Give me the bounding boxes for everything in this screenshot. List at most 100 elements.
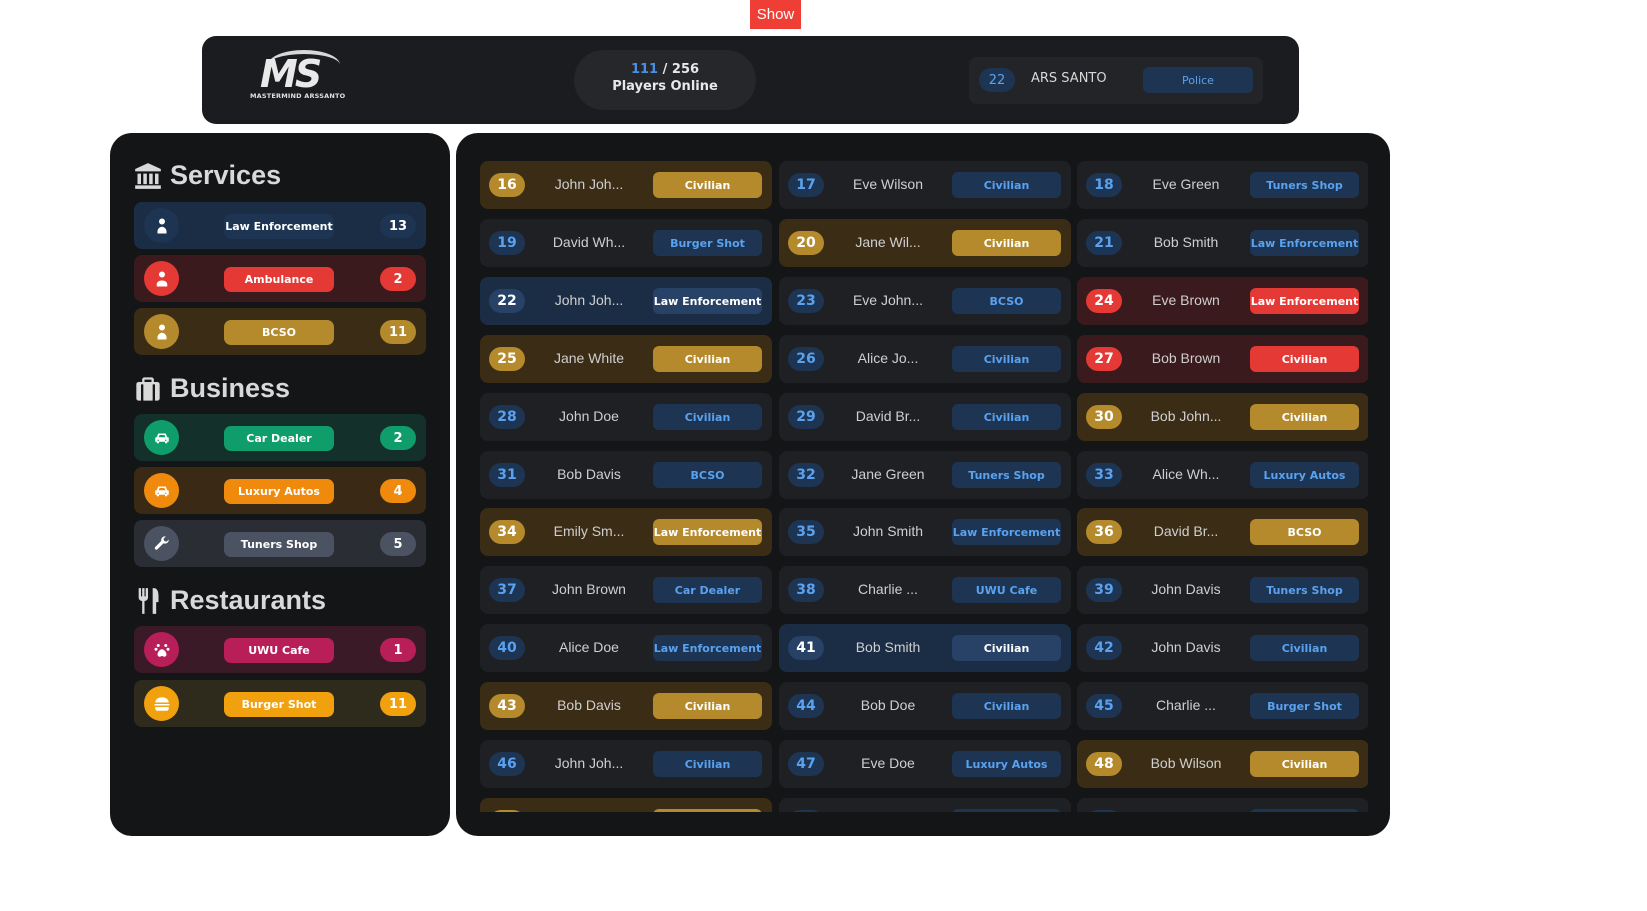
player-card[interactable]: 35 John Smith Law Enforcement bbox=[779, 508, 1071, 556]
player-card[interactable]: 20 Jane Wil... Civilian bbox=[779, 219, 1071, 267]
player-card[interactable]: 38 Charlie ... UWU Cafe bbox=[779, 566, 1071, 614]
player-card[interactable]: 17 Eve Wilson Civilian bbox=[779, 161, 1071, 209]
player-card[interactable]: 19 David Wh... Burger Shot bbox=[480, 219, 772, 267]
player-card[interactable]: 45 Charlie ... Burger Shot bbox=[1077, 682, 1368, 730]
job-count: 11 bbox=[380, 692, 416, 716]
player-job-badge bbox=[1250, 809, 1359, 812]
player-job-badge: Tuners Shop bbox=[1250, 577, 1359, 603]
player-job-badge: Tuners Shop bbox=[952, 462, 1061, 488]
section-services: Services bbox=[134, 160, 281, 191]
player-card[interactable]: 30 Bob John... Civilian bbox=[1077, 393, 1368, 441]
player-name: Jane Wil... bbox=[855, 234, 921, 250]
show-button[interactable]: Show bbox=[750, 0, 801, 29]
player-name: David Br... bbox=[855, 408, 921, 424]
player-card[interactable]: 29 David Br... Civilian bbox=[779, 393, 1071, 441]
player-card[interactable]: 44 Bob Doe Civilian bbox=[779, 682, 1071, 730]
job-row-law-enforcement[interactable]: Law Enforcement 13 bbox=[134, 202, 426, 249]
player-card[interactable]: 40 Alice Doe Law Enforcement bbox=[480, 624, 772, 672]
player-card[interactable]: 31 Bob Davis BCSO bbox=[480, 451, 772, 499]
job-row-car-dealer[interactable]: Car Dealer 2 bbox=[134, 414, 426, 461]
job-row-luxury-autos[interactable]: Luxury Autos 4 bbox=[134, 467, 426, 514]
player-card[interactable]: 36 David Br... BCSO bbox=[1077, 508, 1368, 556]
online-count: 111 bbox=[630, 62, 659, 77]
section-title: Services bbox=[170, 160, 282, 190]
player-job-badge: BCSO bbox=[653, 462, 762, 488]
player-job-badge: Civilian bbox=[952, 172, 1061, 198]
player-card[interactable]: 24 Eve Brown Law Enforcement bbox=[1077, 277, 1368, 325]
player-name: Bob Wilson bbox=[1150, 755, 1222, 771]
player-name: Eve Wilson bbox=[852, 176, 924, 192]
job-count: 13 bbox=[380, 214, 416, 238]
medic-icon bbox=[144, 261, 179, 296]
player-id: 44 bbox=[788, 694, 824, 718]
player-id bbox=[788, 810, 824, 812]
player-card[interactable]: 32 Jane Green Tuners Shop bbox=[779, 451, 1071, 499]
player-card[interactable]: 47 Eve Doe Luxury Autos bbox=[779, 740, 1071, 788]
player-card[interactable]: 25 Jane White Civilian bbox=[480, 335, 772, 383]
player-card[interactable]: 33 Alice Wh... Luxury Autos bbox=[1077, 451, 1368, 499]
job-count: 2 bbox=[380, 426, 416, 450]
player-name: David Wh... bbox=[552, 234, 626, 250]
player-job-badge: Burger Shot bbox=[653, 230, 762, 256]
player-name: Jane Green bbox=[851, 466, 925, 482]
player-job-badge: Civilian bbox=[653, 751, 762, 777]
player-id: 26 bbox=[788, 347, 824, 371]
player-id: 31 bbox=[489, 463, 525, 487]
player-card[interactable]: 48 Bob Wilson Civilian bbox=[1077, 740, 1368, 788]
player-id: 33 bbox=[1086, 463, 1122, 487]
job-row-bcso[interactable]: BCSO 11 bbox=[134, 308, 426, 355]
player-card[interactable]: 42 John Davis Civilian bbox=[1077, 624, 1368, 672]
player-card[interactable]: 18 Eve Green Tuners Shop bbox=[1077, 161, 1368, 209]
job-label: Luxury Autos bbox=[224, 479, 334, 504]
player-name: Alice Wh... bbox=[1152, 466, 1220, 482]
job-count: 4 bbox=[380, 479, 416, 503]
player-id: 17 bbox=[788, 173, 824, 197]
player-card[interactable]: 22 John Joh... Law Enforcement bbox=[480, 277, 772, 325]
player-card[interactable] bbox=[480, 798, 772, 812]
player-id: 46 bbox=[489, 752, 525, 776]
player-card[interactable]: 43 Bob Davis Civilian bbox=[480, 682, 772, 730]
player-job-badge: UWU Cafe bbox=[952, 577, 1061, 603]
player-id: 34 bbox=[489, 520, 525, 544]
section-business: Business bbox=[134, 373, 290, 404]
player-card[interactable]: 23 Eve John... BCSO bbox=[779, 277, 1071, 325]
player-job-badge: Civilian bbox=[1250, 404, 1359, 430]
player-job-badge: Law Enforcement bbox=[653, 288, 762, 314]
job-label: Tuners Shop bbox=[224, 532, 334, 557]
player-card[interactable]: 21 Bob Smith Law Enforcement bbox=[1077, 219, 1368, 267]
job-row-uwu-cafe[interactable]: UWU Cafe 1 bbox=[134, 626, 426, 673]
current-player-job: Police bbox=[1143, 67, 1253, 93]
player-card[interactable]: 28 John Doe Civilian bbox=[480, 393, 772, 441]
player-job-badge: Law Enforcement bbox=[653, 635, 762, 661]
player-card[interactable]: 27 Bob Brown Civilian bbox=[1077, 335, 1368, 383]
player-job-badge: Civilian bbox=[1250, 635, 1359, 661]
player-card[interactable] bbox=[1077, 798, 1368, 812]
player-id: 42 bbox=[1086, 636, 1122, 660]
player-card[interactable]: 37 John Brown Car Dealer bbox=[480, 566, 772, 614]
player-job-badge: Car Dealer bbox=[653, 577, 762, 603]
job-row-tuners-shop[interactable]: Tuners Shop 5 bbox=[134, 520, 426, 567]
sidebar: Services Business Restaurants Law Enforc… bbox=[110, 133, 450, 836]
job-row-burger-shot[interactable]: Burger Shot 11 bbox=[134, 680, 426, 727]
player-card[interactable]: 26 Alice Jo... Civilian bbox=[779, 335, 1071, 383]
job-row-ambulance[interactable]: Ambulance 2 bbox=[134, 255, 426, 302]
player-id: 29 bbox=[788, 405, 824, 429]
player-job-badge: Civilian bbox=[1250, 751, 1359, 777]
logo-arc bbox=[268, 50, 340, 80]
player-id: 20 bbox=[788, 231, 824, 255]
player-card[interactable]: 34 Emily Sm... Law Enforcement bbox=[480, 508, 772, 556]
job-label: Ambulance bbox=[224, 267, 334, 292]
player-card[interactable]: 39 John Davis Tuners Shop bbox=[1077, 566, 1368, 614]
player-id: 23 bbox=[788, 289, 824, 313]
player-card[interactable]: 41 Bob Smith Civilian bbox=[779, 624, 1071, 672]
player-job-badge: Civilian bbox=[952, 693, 1061, 719]
player-id: 19 bbox=[489, 231, 525, 255]
player-job-badge: Luxury Autos bbox=[952, 751, 1061, 777]
player-card[interactable] bbox=[779, 798, 1071, 812]
player-name: Bob Davis bbox=[557, 697, 621, 713]
player-job-badge: Burger Shot bbox=[1250, 693, 1359, 719]
job-count: 5 bbox=[380, 532, 416, 556]
player-list-panel: 16 John Joh... Civilian 17 Eve Wilson Civilia… bbox=[456, 133, 1390, 836]
player-card[interactable]: 46 John Joh... Civilian bbox=[480, 740, 772, 788]
player-card[interactable]: 16 John Joh... Civilian bbox=[480, 161, 772, 209]
